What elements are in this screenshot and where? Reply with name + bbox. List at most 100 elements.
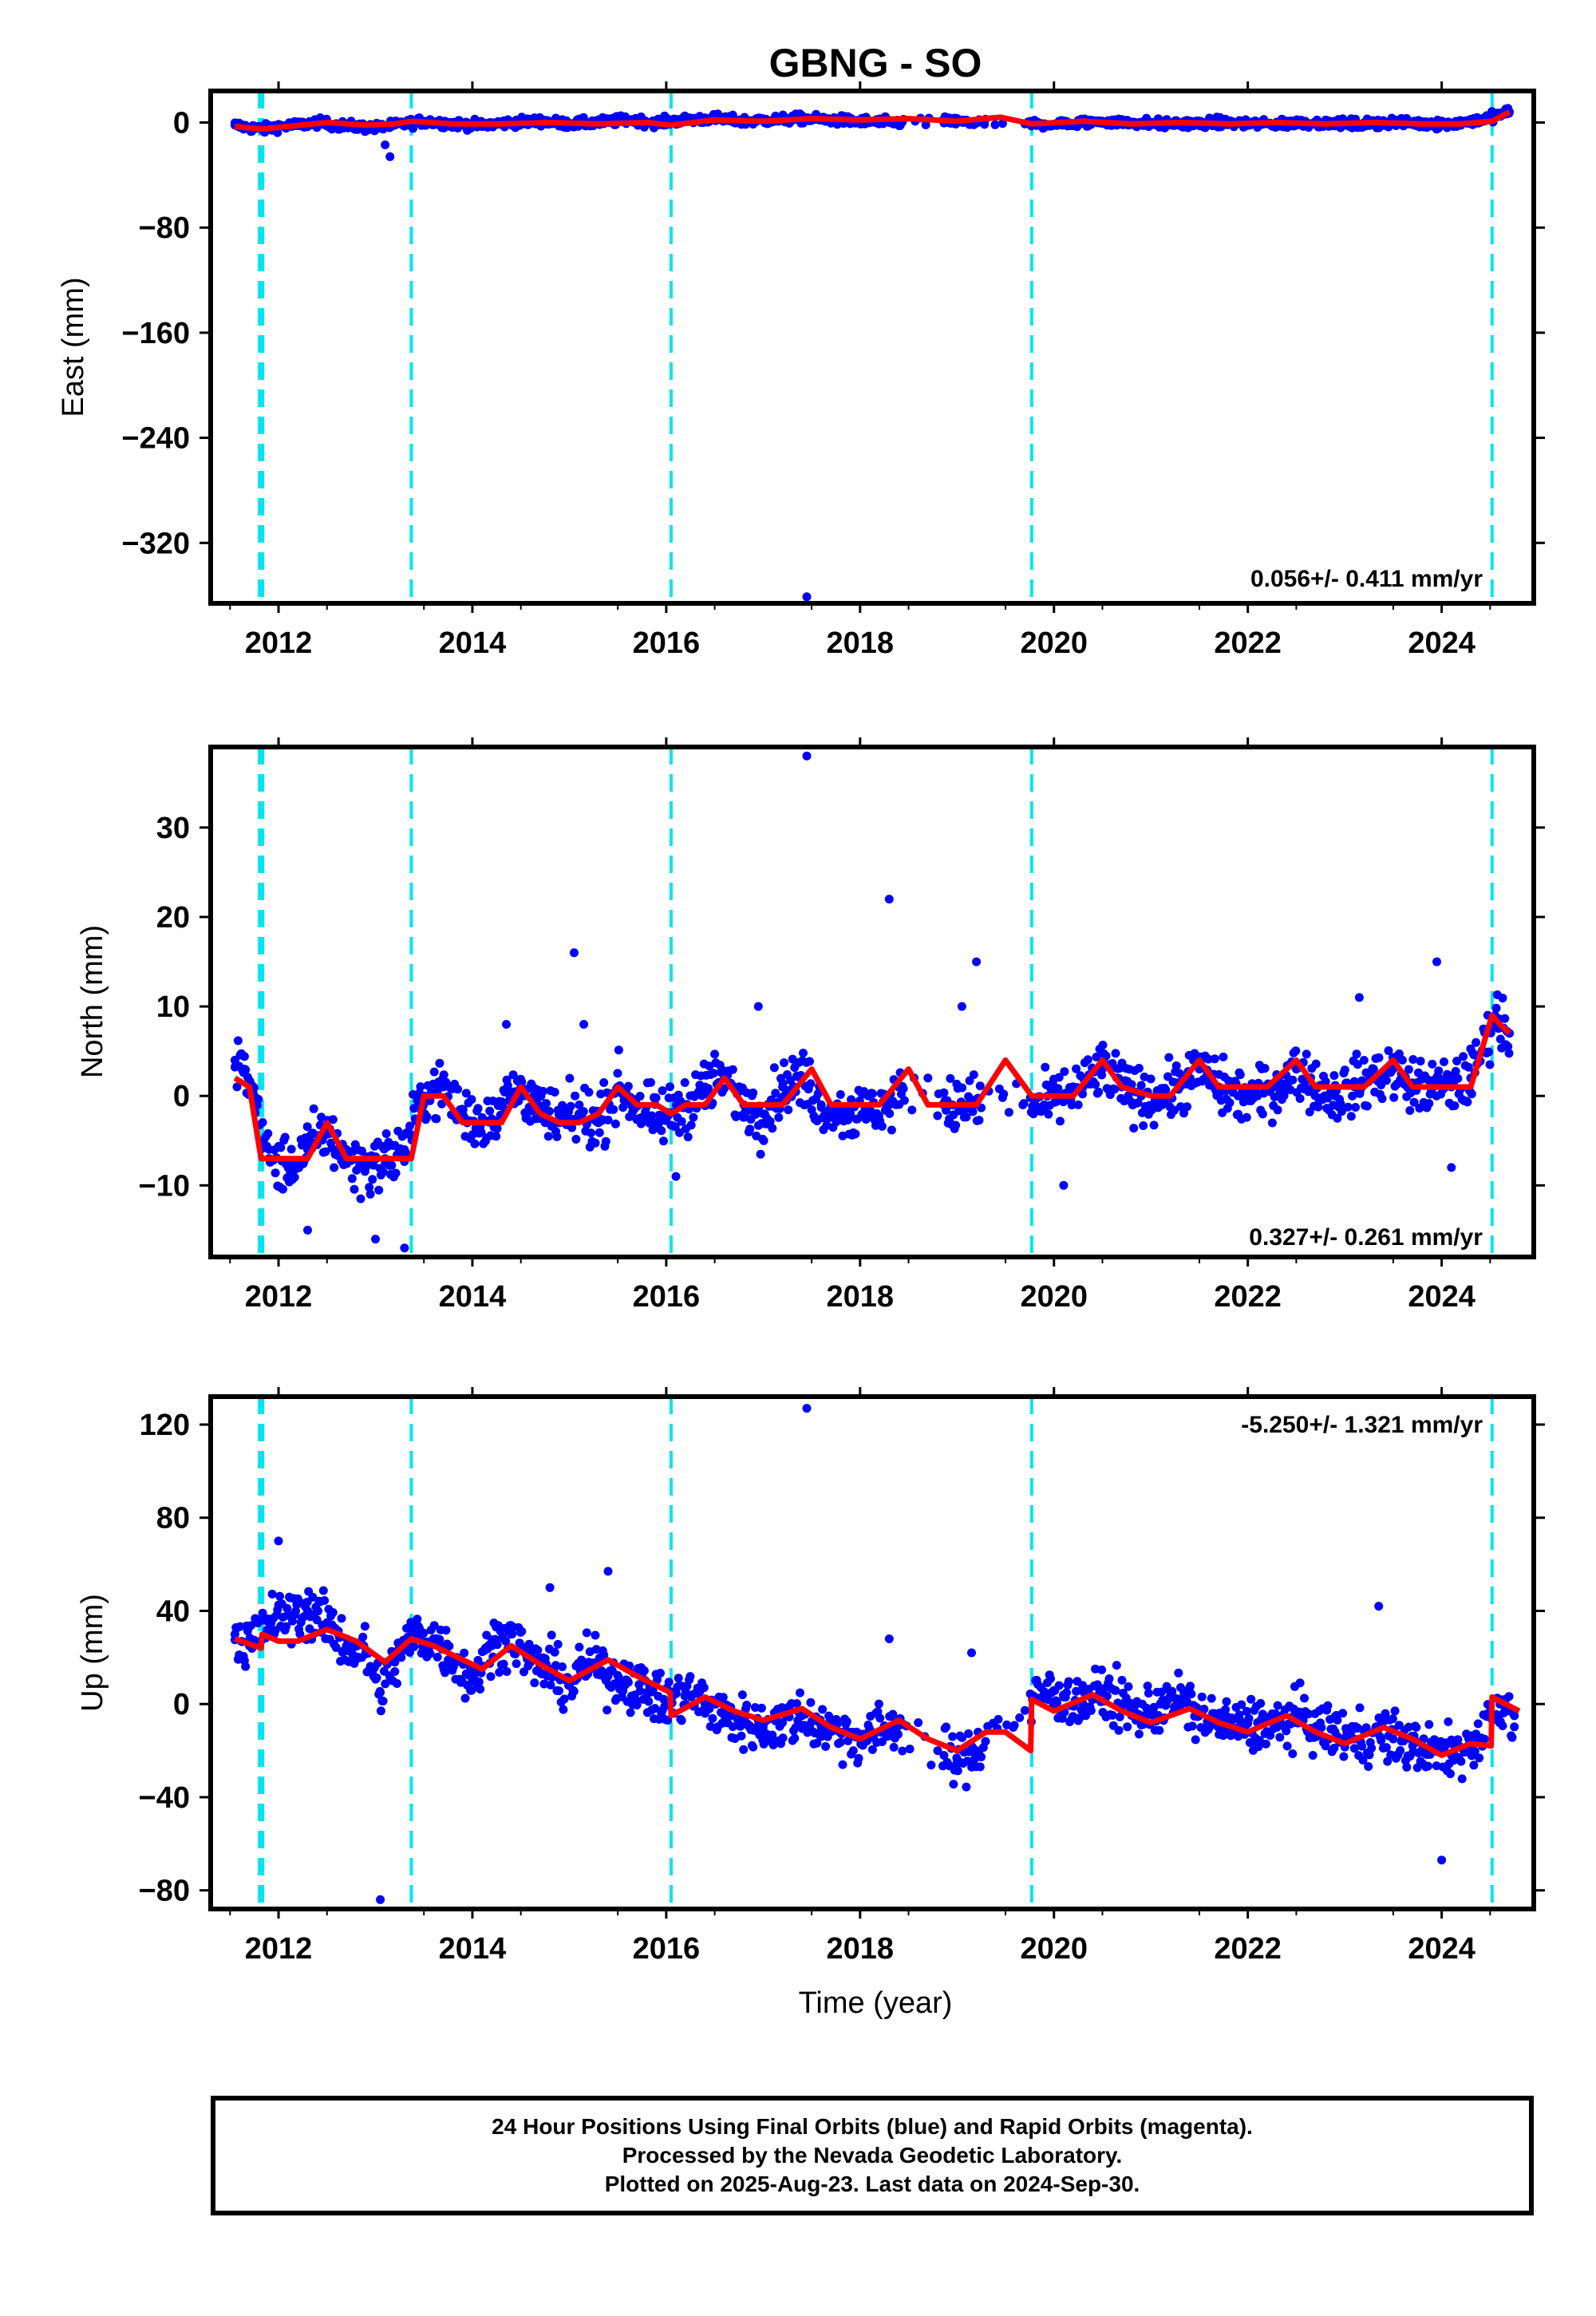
up-data-point bbox=[610, 1679, 619, 1689]
up-data-point bbox=[1246, 1694, 1256, 1704]
up-data-point bbox=[1222, 1697, 1231, 1706]
north-data-point bbox=[1146, 1074, 1156, 1084]
up-data-point bbox=[953, 1766, 962, 1776]
north-data-point bbox=[1133, 1098, 1143, 1108]
north-data-point bbox=[584, 1088, 594, 1097]
up-data-point bbox=[1117, 1699, 1127, 1709]
north-data-point bbox=[1129, 1124, 1139, 1133]
up-data-point bbox=[964, 1729, 974, 1738]
north-data-point bbox=[677, 1117, 686, 1126]
north-outlier-point bbox=[884, 895, 894, 904]
east-y-tick-label: −240 bbox=[121, 422, 190, 456]
north-data-point bbox=[435, 1058, 444, 1068]
north-data-point bbox=[387, 1160, 397, 1170]
north-data-point bbox=[686, 1120, 696, 1130]
up-data-point bbox=[1143, 1682, 1152, 1691]
up-data-point bbox=[507, 1630, 516, 1639]
up-data-point bbox=[1108, 1710, 1117, 1720]
north-data-point bbox=[939, 1088, 949, 1097]
north-data-point bbox=[496, 1100, 506, 1109]
up-data-point bbox=[241, 1662, 251, 1671]
up-data-point bbox=[599, 1650, 609, 1660]
up-data-point bbox=[1124, 1682, 1133, 1691]
north-data-point bbox=[575, 1109, 584, 1119]
east-x-tick-label: 2020 bbox=[1020, 626, 1088, 660]
up-data-point bbox=[397, 1653, 406, 1662]
up-data-point bbox=[267, 1589, 277, 1599]
up-data-point bbox=[1219, 1731, 1228, 1741]
north-data-point bbox=[778, 1082, 788, 1092]
north-data-point bbox=[439, 1070, 448, 1080]
up-data-point bbox=[1282, 1726, 1291, 1736]
up-data-point bbox=[749, 1742, 758, 1752]
up-data-point bbox=[1020, 1705, 1029, 1715]
north-data-point bbox=[437, 1099, 447, 1109]
north-data-point bbox=[659, 1136, 668, 1146]
up-data-point bbox=[1112, 1661, 1121, 1670]
up-x-tick-label: 2014 bbox=[439, 1932, 507, 1966]
up-y-axis-label: Up (mm) bbox=[76, 1594, 109, 1712]
north-data-point bbox=[587, 1128, 596, 1138]
north-data-point bbox=[1428, 1059, 1437, 1069]
north-outlier-point bbox=[671, 1172, 681, 1181]
north-data-point bbox=[1464, 1062, 1473, 1072]
up-data-point bbox=[1367, 1744, 1377, 1753]
east-y-axis-label: East (mm) bbox=[57, 277, 90, 417]
north-data-point bbox=[1452, 1057, 1462, 1065]
up-data-point bbox=[994, 1714, 1003, 1724]
north-data-point bbox=[368, 1175, 377, 1184]
north-data-point bbox=[565, 1073, 575, 1083]
up-data-point bbox=[275, 1591, 284, 1601]
north-x-tick-label: 2024 bbox=[1408, 1280, 1476, 1314]
up-data-point bbox=[486, 1672, 496, 1682]
north-data-point bbox=[1078, 1089, 1088, 1099]
north-offset-lines bbox=[258, 747, 1494, 1257]
up-data-point bbox=[360, 1622, 369, 1631]
north-data-point bbox=[271, 1168, 280, 1178]
up-data-point bbox=[677, 1716, 686, 1725]
north-data-point bbox=[1203, 1054, 1213, 1064]
north-data-point bbox=[302, 1122, 312, 1132]
north-data-point bbox=[709, 1069, 718, 1078]
up-data-point bbox=[444, 1642, 454, 1651]
up-data-point bbox=[499, 1659, 508, 1669]
north-data-point bbox=[1459, 1052, 1468, 1061]
north-data-point bbox=[645, 1118, 654, 1128]
up-data-point bbox=[577, 1655, 587, 1665]
up-data-point bbox=[977, 1753, 986, 1761]
up-outlier-point bbox=[545, 1583, 555, 1592]
up-data-point bbox=[546, 1680, 555, 1690]
up-data-point bbox=[1199, 1705, 1209, 1713]
up-data-point bbox=[1273, 1701, 1282, 1710]
up-data-point bbox=[533, 1646, 543, 1655]
up-data-point bbox=[1479, 1734, 1489, 1744]
up-data-point bbox=[376, 1706, 385, 1716]
up-data-point bbox=[1053, 1697, 1061, 1707]
north-data-point bbox=[1258, 1109, 1267, 1119]
north-outlier-point bbox=[802, 751, 812, 761]
up-data-point bbox=[939, 1751, 949, 1760]
north-data-point bbox=[539, 1086, 547, 1096]
up-y-tick-label: −40 bbox=[139, 1781, 190, 1815]
north-data-point bbox=[1374, 1053, 1384, 1062]
up-data-point bbox=[1377, 1736, 1386, 1745]
up-outlier-point bbox=[802, 1404, 812, 1413]
north-data-point bbox=[1484, 1047, 1494, 1057]
north-data-point bbox=[805, 1057, 814, 1066]
up-data-point bbox=[1040, 1688, 1049, 1697]
up-data-point bbox=[639, 1666, 649, 1675]
north-outlier-point bbox=[957, 1002, 966, 1011]
north-data-point bbox=[1161, 1085, 1171, 1095]
east-x-tick-label: 2022 bbox=[1214, 626, 1282, 660]
up-data-point bbox=[308, 1592, 318, 1602]
up-data-point bbox=[1456, 1757, 1466, 1766]
up-data-point bbox=[376, 1688, 385, 1697]
north-data-point bbox=[999, 1089, 1009, 1099]
north-data-point bbox=[1176, 1102, 1185, 1112]
up-data-point bbox=[1197, 1692, 1207, 1701]
up-data-point bbox=[757, 1703, 766, 1713]
up-data-point bbox=[476, 1685, 485, 1694]
up-data-point bbox=[1475, 1753, 1484, 1763]
up-data-point bbox=[708, 1713, 717, 1723]
